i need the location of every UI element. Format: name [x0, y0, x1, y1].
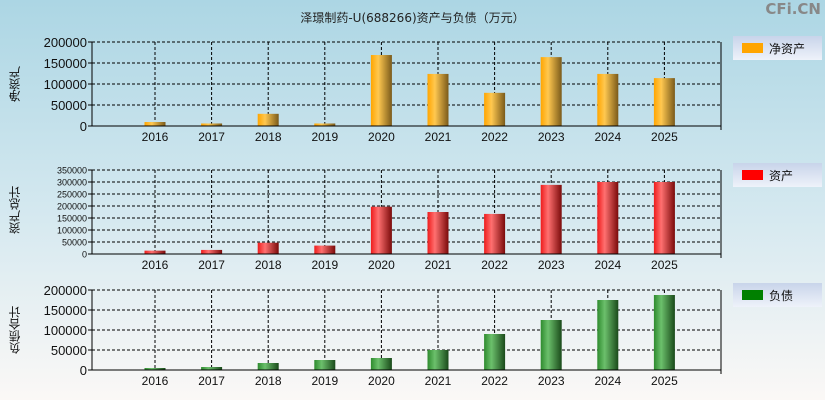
y-tick-label: 150000 [44, 56, 87, 71]
bar-2021 [427, 73, 449, 126]
x-tick-label: 2016 [142, 258, 169, 272]
x-tick-label: 2020 [368, 258, 395, 272]
y-tick-label: 200000 [44, 283, 87, 298]
y-tick-label: 250000 [57, 189, 87, 199]
bar-2016 [144, 122, 166, 126]
bar-2024 [597, 300, 619, 370]
ylabel-total-assets: 资产总计 [8, 186, 22, 234]
x-tick-label: 2017 [198, 130, 225, 144]
bar-2022 [484, 334, 506, 370]
bar-2020 [370, 358, 392, 370]
x-tick-label: 2016 [142, 374, 169, 388]
x-tick-label: 2020 [368, 130, 395, 144]
bar-2018 [257, 113, 279, 126]
x-tick-label: 2023 [538, 258, 565, 272]
y-tick-label: 100000 [44, 323, 87, 338]
bar-2020 [370, 55, 392, 126]
y-tick-label: 300000 [57, 177, 87, 187]
bar-2017 [201, 367, 223, 370]
bar-2025 [653, 78, 675, 126]
bar-2023 [540, 184, 562, 254]
x-tick-label: 2020 [368, 374, 395, 388]
x-tick-label: 2024 [594, 258, 621, 272]
x-tick-label: 2024 [594, 374, 621, 388]
bar-2023 [540, 320, 562, 370]
bar-2022 [484, 92, 506, 126]
bar-2016 [144, 368, 166, 370]
y-tick-label: 150000 [44, 303, 87, 318]
bar-2022 [484, 213, 506, 254]
ylabel-total-liabilities: 负债合计 [8, 306, 22, 354]
bar-2021 [427, 350, 449, 370]
bar-2025 [653, 295, 675, 370]
x-tick-label: 2018 [255, 258, 282, 272]
y-tick-label: 0 [80, 363, 87, 378]
x-tick-label: 2022 [481, 374, 508, 388]
bar-2024 [597, 182, 619, 254]
x-tick-label: 2017 [198, 258, 225, 272]
x-tick-label: 2023 [538, 374, 565, 388]
y-tick-label: 100000 [44, 77, 87, 92]
x-tick-label: 2019 [311, 374, 338, 388]
x-tick-label: 2021 [425, 374, 452, 388]
y-tick-label: 200000 [57, 201, 87, 211]
bar-2017 [201, 249, 223, 254]
y-tick-label: 100000 [57, 225, 87, 235]
watermark-logo: CFi.CN [765, 0, 821, 18]
x-tick-label: 2023 [538, 130, 565, 144]
y-tick-label: 50000 [51, 343, 87, 358]
legend-liabilities: 负债 [733, 283, 822, 307]
y-tick-label: 0 [82, 249, 87, 259]
bar-2016 [144, 250, 166, 254]
bar-2020 [370, 206, 392, 254]
x-tick-label: 2025 [651, 130, 678, 144]
legend-net-assets: 净资产 [733, 36, 822, 60]
y-tick-label: 350000 [57, 165, 87, 175]
bar-2024 [597, 73, 619, 126]
y-tick-label: 50000 [62, 237, 87, 247]
legend-assets: 资产 [733, 163, 822, 187]
x-tick-label: 2016 [142, 130, 169, 144]
legend-label: 资产 [769, 168, 794, 183]
x-tick-label: 2021 [425, 130, 452, 144]
bar-2023 [540, 57, 562, 127]
x-tick-label: 2017 [198, 374, 225, 388]
legend-swatch [742, 43, 763, 53]
chart-title: 泽璟制药-U(688266)资产与负债（万元） [300, 11, 525, 25]
x-tick-label: 2019 [311, 258, 338, 272]
legend-swatch [742, 290, 763, 300]
x-tick-label: 2025 [651, 258, 678, 272]
bar-2017 [201, 123, 223, 126]
legend-label: 净资产 [769, 41, 806, 56]
x-tick-label: 2018 [255, 374, 282, 388]
y-tick-label: 150000 [57, 213, 87, 223]
y-tick-label: 0 [80, 119, 87, 134]
bar-2025 [653, 182, 675, 254]
bar-2019 [314, 245, 336, 254]
x-tick-label: 2022 [481, 130, 508, 144]
x-tick-label: 2022 [481, 258, 508, 272]
y-tick-label: 200000 [44, 35, 87, 50]
ylabel-net-assets: 净资产 [8, 66, 22, 102]
bar-2019 [314, 123, 336, 126]
x-tick-label: 2025 [651, 374, 678, 388]
y-tick-label: 50000 [51, 98, 87, 113]
bar-2021 [427, 212, 449, 254]
x-tick-label: 2024 [594, 130, 621, 144]
x-tick-label: 2019 [311, 130, 338, 144]
bar-2019 [314, 360, 336, 370]
legend-label: 负债 [769, 288, 794, 303]
x-tick-label: 2021 [425, 258, 452, 272]
bar-2018 [257, 242, 279, 254]
legend-swatch [742, 170, 763, 180]
bar-2018 [257, 363, 279, 370]
x-tick-label: 2018 [255, 130, 282, 144]
